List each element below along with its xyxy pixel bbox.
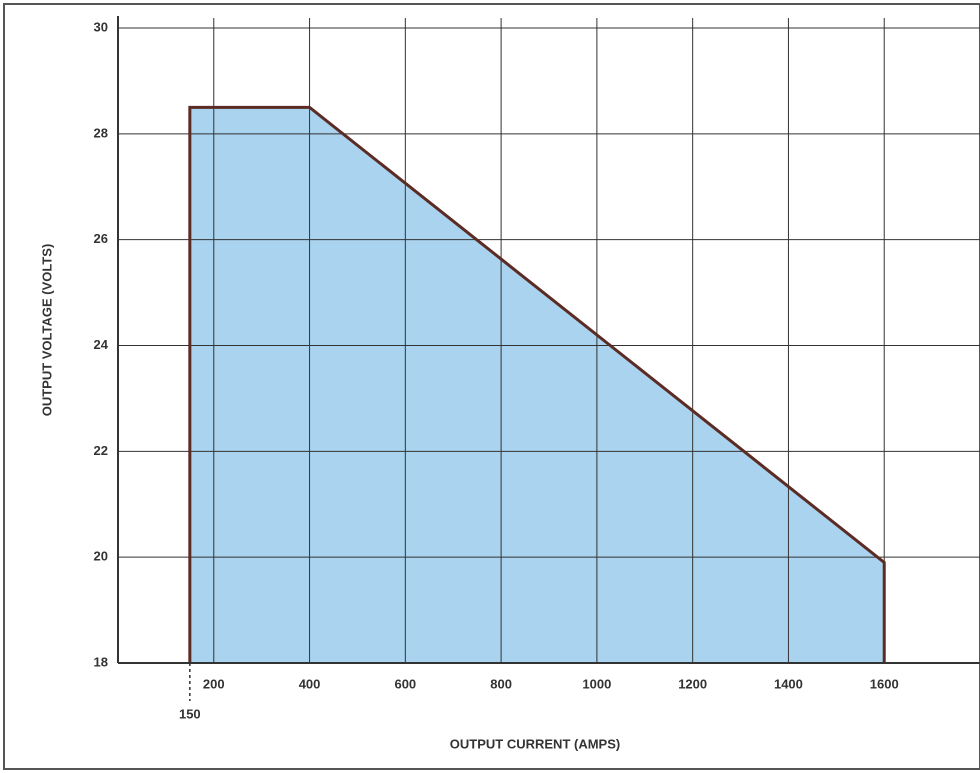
x-tick-label: 600: [394, 676, 416, 691]
x-tick-label: 800: [490, 676, 512, 691]
boundary-line: [188, 105, 886, 663]
x-tick-label: 400: [299, 676, 321, 691]
x-tick-label: 1600: [870, 676, 899, 691]
x-tick-label: 1200: [678, 676, 707, 691]
x-tick-label: 1400: [774, 676, 803, 691]
y-tick-label: 30: [94, 19, 108, 34]
y-tick-label: 28: [94, 125, 108, 140]
y-tick-label: 22: [94, 443, 108, 458]
y-tick-label: 26: [94, 231, 108, 246]
area: [189, 107, 885, 663]
annotation-label: 150: [179, 706, 201, 721]
y-tick-label: 20: [94, 549, 108, 564]
y-tick-label: 24: [94, 337, 109, 352]
y-axis-label: OUTPUT VOLTAGE (VOLTS): [39, 244, 54, 417]
x-tick-label: 200: [203, 676, 225, 691]
y-tick-label: 18: [94, 654, 108, 669]
x-axis-label: OUTPUT CURRENT (AMPS): [450, 736, 620, 751]
x-tick-label: 1000: [582, 676, 611, 691]
